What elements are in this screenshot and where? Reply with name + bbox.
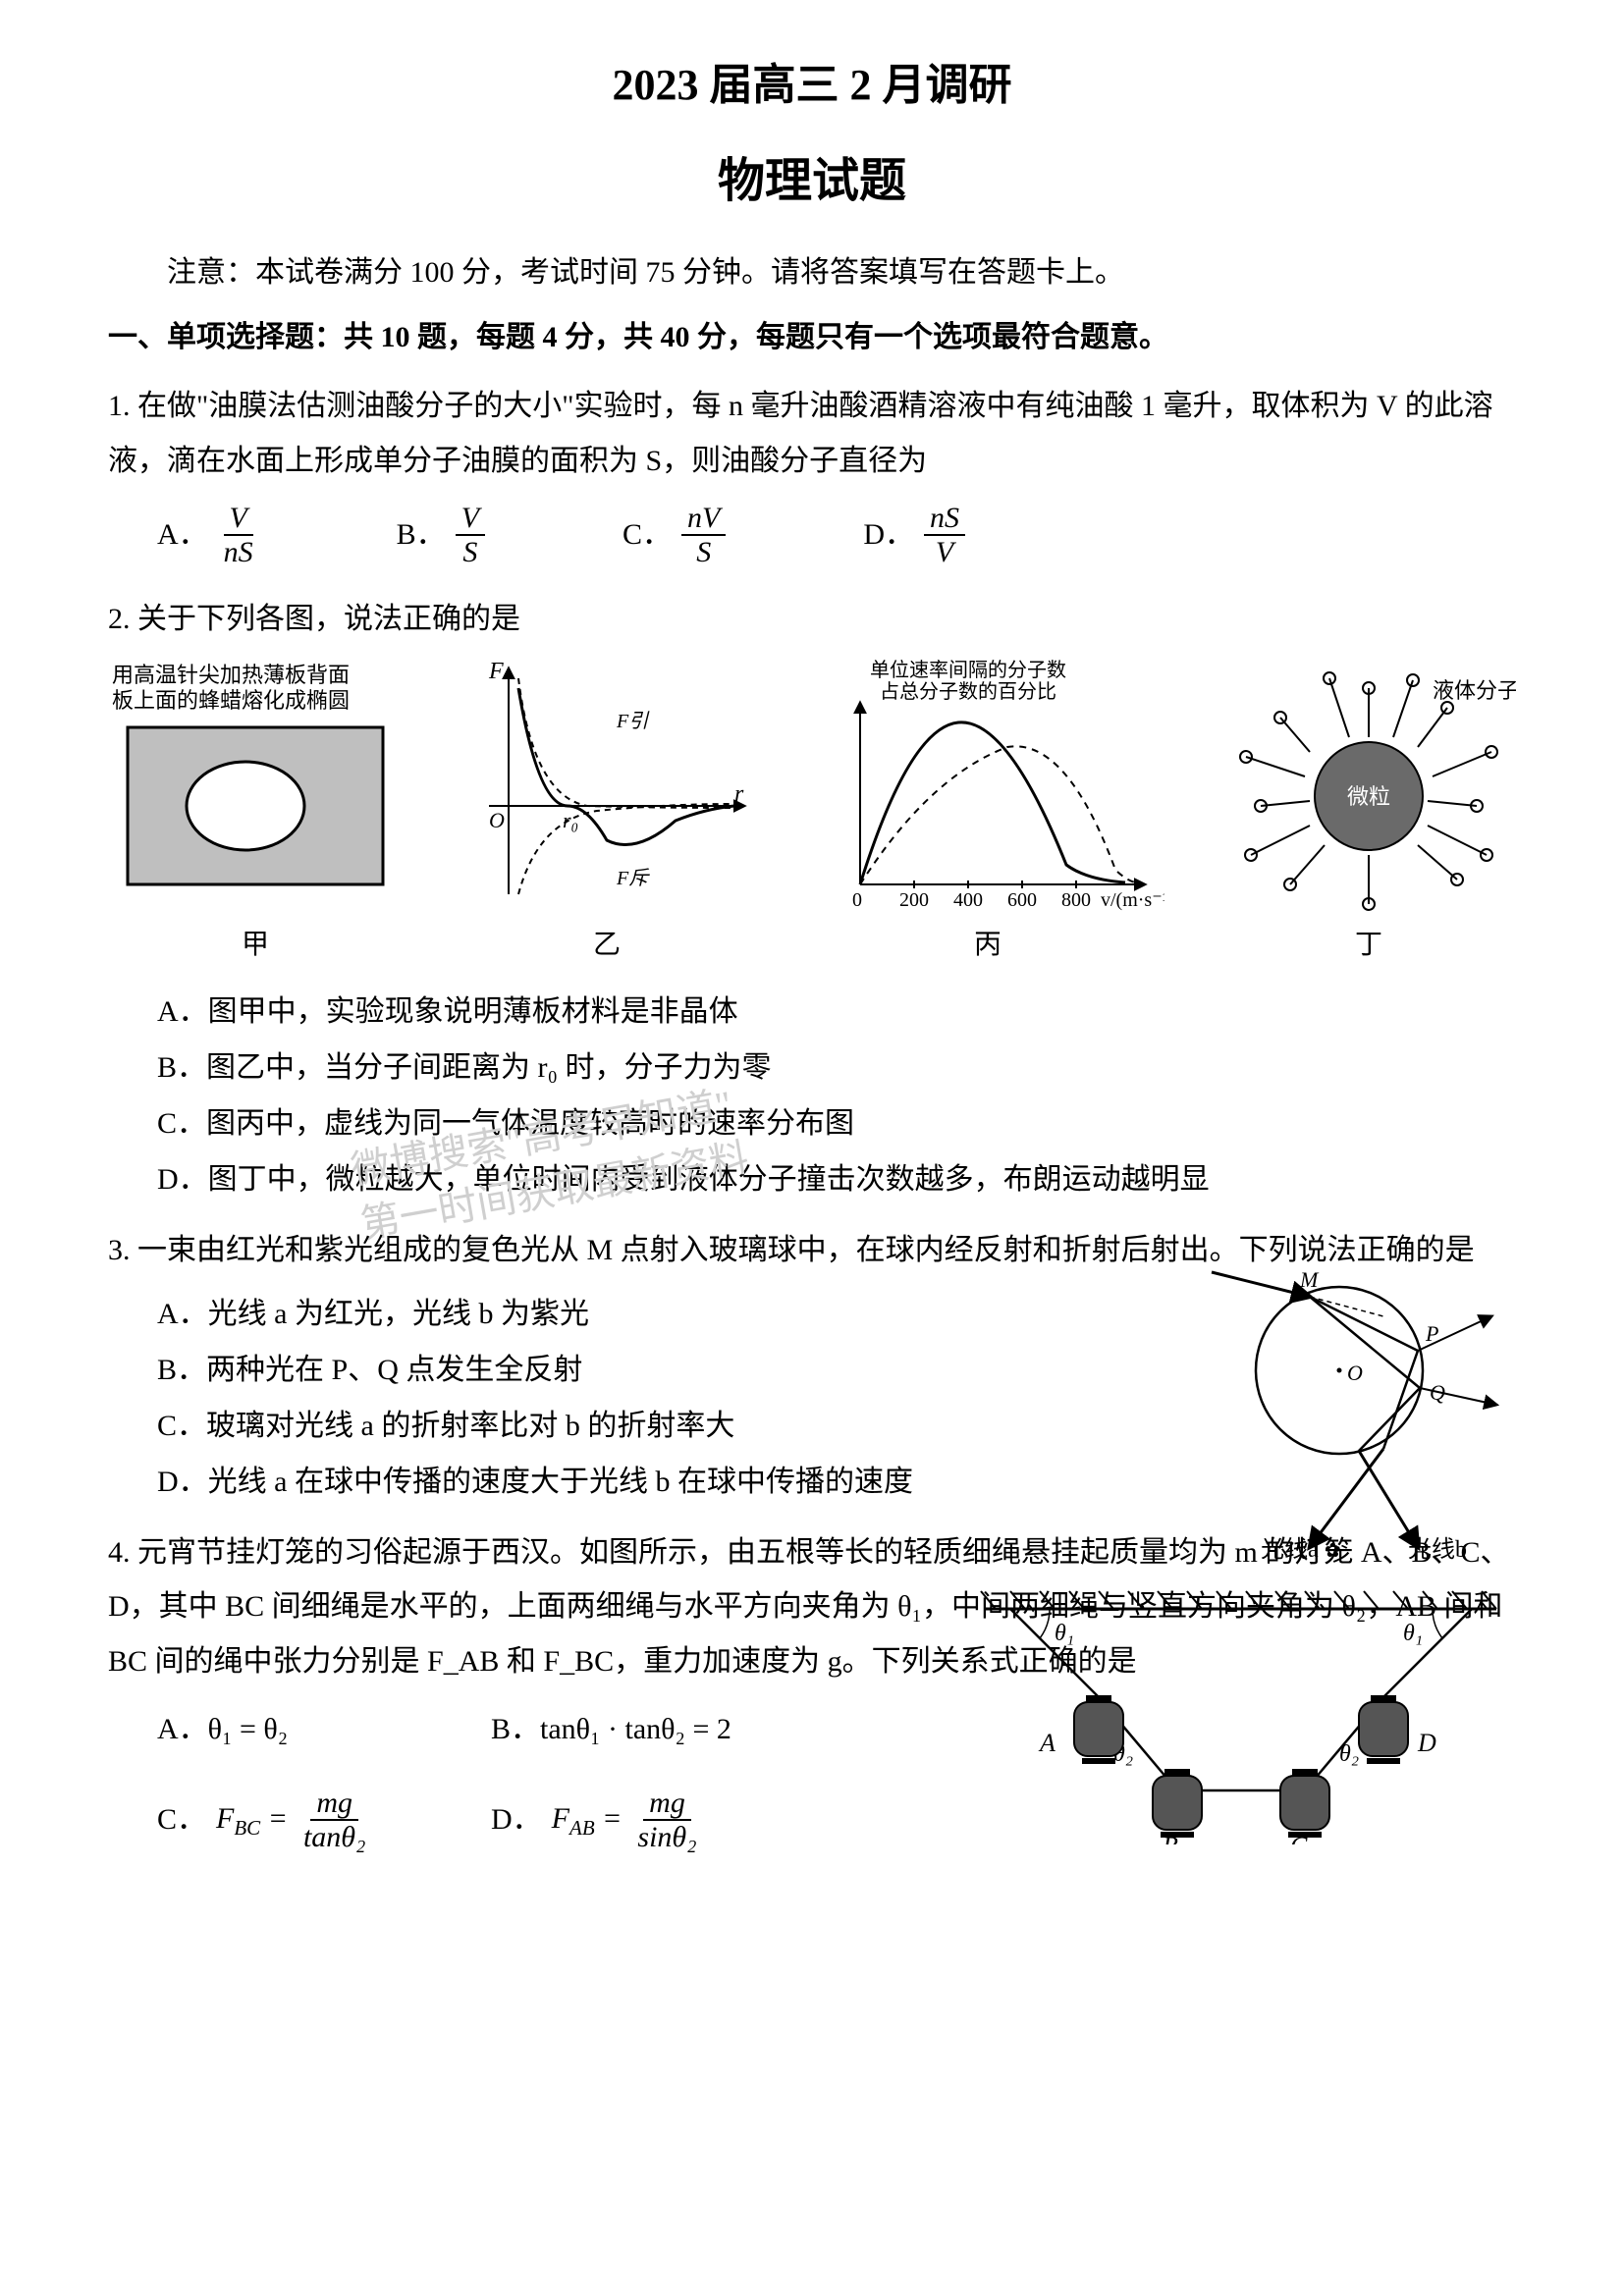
fig-jia-svg: 用高温针尖加热薄板背面 板上面的蜂蜡熔化成椭圆 <box>108 659 403 914</box>
svg-text:200: 200 <box>899 889 929 911</box>
question-4: 4. 元宵节挂灯笼的习俗起源于西汉。如图所示，由五根等长的轻质细绳悬挂起质量均为… <box>108 1525 1516 1853</box>
question-2: 2. 关于下列各图，说法正确的是 用高温针尖加热薄板背面 板上面的蜂蜡熔化成椭圆… <box>108 592 1516 1207</box>
svg-text:占总分子数的百分比: 占总分子数的百分比 <box>880 680 1056 703</box>
svg-text:r₀: r₀ <box>563 808 578 832</box>
svg-text:D: D <box>1417 1729 1436 1757</box>
q4-diagram: θ₁ θ₁ θ₂ θ₂ A <box>966 1579 1516 1863</box>
q1-options: A． VnS B． VS C． nVS D． nSV <box>157 502 1516 568</box>
svg-text:v/(m·s⁻¹): v/(m·s⁻¹) <box>1101 889 1164 911</box>
q2-fig-bing: 单位速率间隔的分子数 占总分子数的百分比 0 200 400 600 800 v… <box>811 659 1164 971</box>
svg-text:B: B <box>1163 1832 1178 1844</box>
svg-text:C: C <box>1290 1832 1308 1844</box>
q3-opt-C: C．玻璃对光线 a 的折射率比对 b 的折射率大 <box>157 1398 1139 1454</box>
q3-options: A．光线 a 为红光，光线 b 为紫光 B．两种光在 P、Q 点发生全反射 C．… <box>157 1286 1139 1510</box>
q2-fig-yi: F r O r₀ F引 F斥 乙 <box>460 659 754 971</box>
q2-opt-A: A．图甲中，实验现象说明薄板材料是非晶体 <box>157 984 1516 1040</box>
q2-text: 2. 关于下列各图，说法正确的是 <box>108 592 1516 647</box>
q1-text: 1. 在做"油膜法估测油酸分子的大小"实验时，每 n 毫升油酸酒精溶液中有纯油酸… <box>108 379 1516 488</box>
svg-text:r: r <box>734 781 744 807</box>
svg-text:F引: F引 <box>616 711 650 732</box>
q1-opt-A: A． VnS <box>157 502 259 568</box>
svg-text:液体分子: 液体分子 <box>1433 678 1516 703</box>
svg-text:M: M <box>1299 1267 1320 1292</box>
q1-opt-D: D． nSV <box>863 502 965 568</box>
q4-opt-B: B．tanθ₁ · tanθ₂ = 2 <box>491 1702 825 1757</box>
fig-yi-svg: F r O r₀ F引 F斥 <box>460 659 754 914</box>
svg-text:θ₁: θ₁ <box>1055 1621 1074 1646</box>
fig-yi-label: 乙 <box>593 920 621 971</box>
q2-options: A．图甲中，实验现象说明薄板材料是非晶体 B．图乙中，当分子间距离为 r₀ 时，… <box>157 984 1516 1207</box>
q2-fig-ding: 微粒 液体分子 <box>1221 659 1516 971</box>
question-3: 3. 一束由红光和紫光组成的复色光从 M 点射入玻璃球中，在球内经反射和折射后射… <box>108 1223 1516 1510</box>
exam-notice: 注意：本试卷满分 100 分，考试时间 75 分钟。请将答案填写在答题卡上。 <box>108 249 1516 296</box>
svg-text:θ₂: θ₂ <box>1339 1741 1359 1767</box>
q2-opt-C: C．图丙中，虚线为同一气体温度较高时的速率分布图 <box>157 1095 1516 1151</box>
fig-ding-label: 丁 <box>1355 920 1382 971</box>
svg-text:θ₁: θ₁ <box>1403 1621 1423 1646</box>
question-1: 1. 在做"油膜法估测油酸分子的大小"实验时，每 n 毫升油酸酒精溶液中有纯油酸… <box>108 379 1516 568</box>
svg-text:400: 400 <box>953 889 983 911</box>
svg-text:A: A <box>1038 1729 1056 1757</box>
q3-opt-D: D．光线 a 在球中传播的速度大于光线 b 在球中传播的速度 <box>157 1454 1139 1510</box>
fig-ding-svg: 微粒 液体分子 <box>1221 659 1516 914</box>
q1-opt-C: C． nVS <box>623 502 726 568</box>
svg-text:板上面的蜂蜡熔化成椭圆: 板上面的蜂蜡熔化成椭圆 <box>112 688 350 713</box>
q3-opt-A: A．光线 a 为红光，光线 b 为紫光 <box>157 1286 1139 1342</box>
q4-opt-C: C． FBC = mgtanθ₂ <box>157 1787 491 1853</box>
svg-text:O: O <box>1347 1361 1363 1385</box>
section-1-header: 一、单项选择题：共 10 题，每题 4 分，共 40 分，每题只有一个选项最符合… <box>108 314 1516 361</box>
fig-bing-label: 丙 <box>974 920 1001 971</box>
q4-opt-D: D． FAB = mgsinθ₂ <box>491 1787 825 1853</box>
fig-jia-label: 甲 <box>242 920 269 971</box>
svg-text:用高温针尖加热薄板背面: 用高温针尖加热薄板背面 <box>112 663 350 687</box>
q2-fig-jia: 用高温针尖加热薄板背面 板上面的蜂蜡熔化成椭圆 甲 <box>108 659 403 971</box>
q2-opt-B: B．图乙中，当分子间距离为 r₀ 时，分子力为零 <box>157 1040 1516 1095</box>
q3-opt-B: B．两种光在 P、Q 点发生全反射 <box>157 1342 1139 1398</box>
q2-figures: 用高温针尖加热薄板背面 板上面的蜂蜡熔化成椭圆 甲 F r O <box>108 659 1516 971</box>
svg-text:微粒: 微粒 <box>1347 784 1390 809</box>
svg-text:F: F <box>488 659 504 684</box>
svg-text:0: 0 <box>852 889 862 911</box>
svg-text:F斥: F斥 <box>616 868 650 889</box>
svg-text:O: O <box>489 808 505 832</box>
exam-title-main: 2023 届高三 2 月调研 <box>108 49 1516 112</box>
q4-opt-A: A．θ₁ = θ₂ <box>157 1702 491 1757</box>
svg-text:600: 600 <box>1007 889 1037 911</box>
svg-text:800: 800 <box>1061 889 1091 911</box>
q2-opt-D: D．图丁中，微粒越大，单位时间内受到液体分子撞击次数越多，布朗运动越明显 <box>157 1151 1516 1207</box>
exam-title-sub: 物理试题 <box>108 141 1516 210</box>
fig-bing-svg: 单位速率间隔的分子数 占总分子数的百分比 0 200 400 600 800 v… <box>811 659 1164 914</box>
svg-text:单位速率间隔的分子数: 单位速率间隔的分子数 <box>870 659 1066 681</box>
q1-opt-B: B． VS <box>397 502 485 568</box>
